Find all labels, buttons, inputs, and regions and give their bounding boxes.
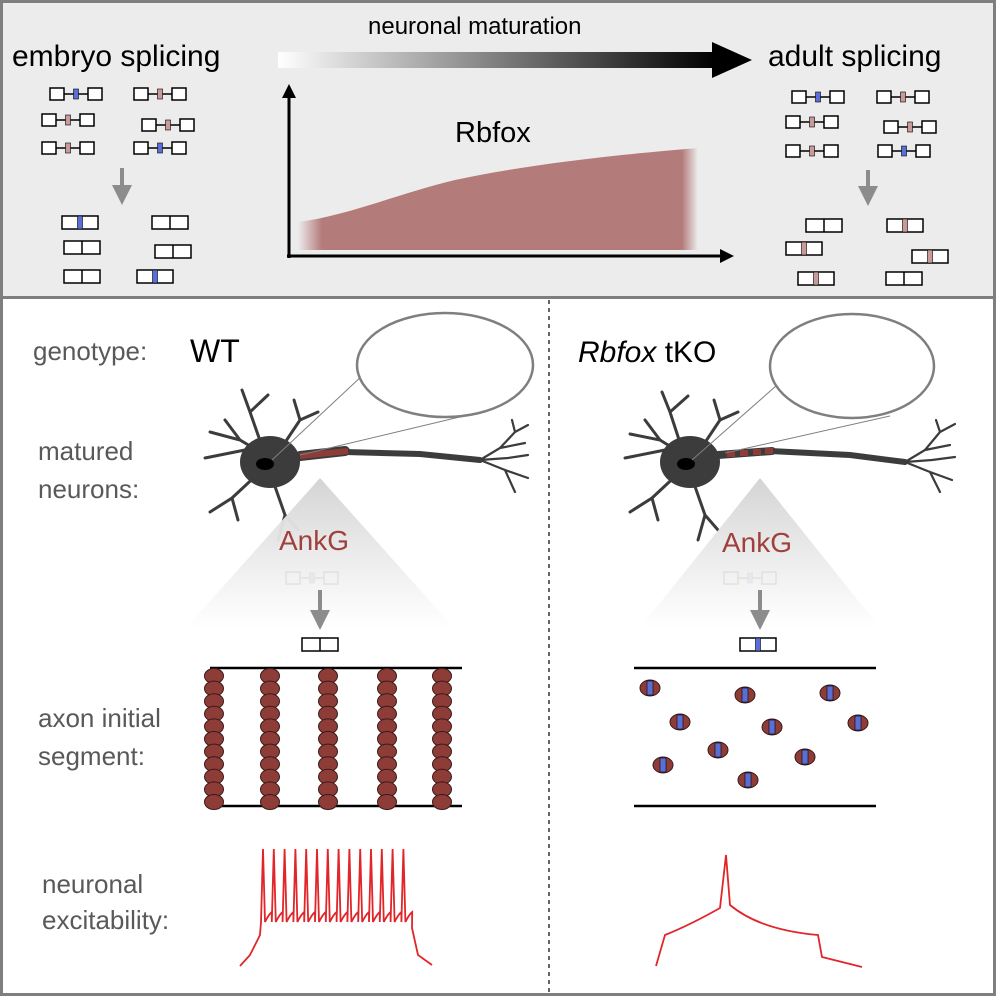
adult-pre-mrna [883,120,937,134]
adult-mature-mrna [797,271,835,286]
tko-action-potential-trace [655,854,863,968]
embryo-pre-mrna [41,113,95,127]
embryo-mature-mrna [136,269,174,284]
excitability-label-line1: neuronal [42,869,143,899]
spectrin-bead [377,794,397,810]
wt-ankg-label: AnkG [279,525,349,556]
embryo-pre-mrna [133,87,187,101]
wt-genotype: WT [190,333,240,369]
tko-nucleus [677,458,695,470]
embryo-mature-mrna [151,215,189,230]
spectrin-bead [318,794,338,810]
tko-genotype: Rbfox tKO [578,336,716,369]
wt-action-potential-trace [239,848,433,967]
adult-mature-mrna [911,249,949,264]
adult-mature-mrna [785,241,823,256]
scattered-ankg-exon [744,772,752,788]
spectrin-bead [260,794,280,810]
genotype-label: genotype: [33,336,147,366]
scattered-ankg-exon [646,680,654,696]
embryo-splicing-title: embryo splicing [12,40,220,73]
ais-label-line2: segment: [38,741,145,771]
adult-pre-mrna [877,144,931,158]
adult-pre-mrna [791,90,845,104]
tko-genotype-italic: Rbfox [578,336,657,369]
scattered-ankg-exon [854,715,862,731]
embryo-pre-mrna [141,118,195,132]
scattered-ankg-exon [659,757,667,773]
tko-ankg-mature-mrna [739,637,777,652]
tko-zoom-line-1 [691,377,786,461]
tko-isoform-bubble [768,312,936,420]
spectrin-bead [432,794,452,810]
spectrin-bead [204,794,224,810]
rbfox-curve-label: Rbfox [455,117,531,149]
tko-ais-scattered [639,679,869,789]
scattered-ankg-exon [826,685,834,701]
adult-pre-mrna [785,144,839,158]
scattered-ankg-exon [768,719,776,735]
tko-genotype-suffix: tKO [656,336,716,369]
embryo-pre-mrna [49,87,103,101]
embryo-mature-mrna [63,269,101,284]
scattered-ankg-exon [676,714,684,730]
x-axis-arrowhead [720,249,734,263]
maturation-arrow-head [712,42,752,78]
tko-zoom-cone [640,478,880,628]
tko-ankg-label: AnkG [722,527,792,558]
embryo-pre-mrna [41,141,95,155]
scattered-ankg-exon [714,742,722,758]
tko-zoom-line-2 [724,415,891,454]
y-axis-arrowhead [282,84,296,98]
scattered-ankg-exon [741,687,749,703]
adult-mature-mrna [805,218,843,233]
ais-label-line1: axon initial [38,703,161,733]
wt-isoform-bubble [355,311,535,419]
neuronal-maturation-label: neuronal maturation [368,13,581,40]
tko-neuron [623,390,957,542]
wt-zoom-line-1 [271,373,365,461]
wt-ais-periodic-lattice [204,668,452,810]
scattered-ankg-exon [801,749,809,765]
wt-nucleus [256,458,274,470]
adult-pre-mrna [785,115,839,129]
embryo-mature-mrna [63,240,101,255]
matured-label-line1: matured [38,436,133,466]
rbfox-expression-area [298,148,698,250]
wt-zoom-line-2 [299,414,469,456]
embryo-mature-mrna [154,244,192,259]
wt-ais-marker [299,448,349,459]
excitability-label-line2: excitability: [42,905,169,935]
adult-mature-mrna [886,218,924,233]
embryo-mature-mrna [61,215,99,230]
adult-splicing-title: adult splicing [768,40,941,73]
wt-ankg-mature-mrna [301,637,339,652]
tko-ais-fragments [727,448,773,457]
matured-label-line2: neurons: [38,474,139,504]
adult-pre-mrna [876,90,930,104]
adult-mature-mrna [885,271,923,286]
wt-zoom-cone [186,478,454,628]
maturation-arrow-shaft [278,52,714,68]
embryo-pre-mrna [133,141,187,155]
